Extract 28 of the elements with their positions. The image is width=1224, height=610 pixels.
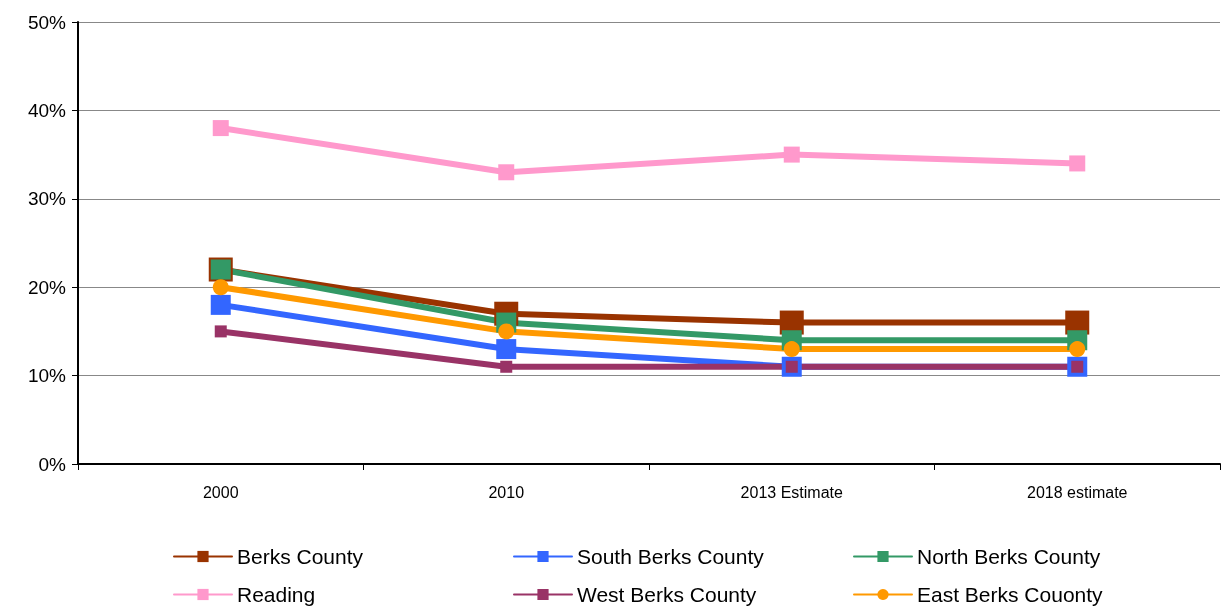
legend-label: East Berks Couonty xyxy=(917,583,1104,606)
point xyxy=(783,146,800,163)
x-tick-label: 2013 Estimate xyxy=(740,483,843,501)
y-tick-label: 40% xyxy=(27,99,67,121)
point xyxy=(498,323,515,340)
legend-label: North Berks County xyxy=(917,545,1101,568)
y-tick-label: 0% xyxy=(38,453,67,475)
x-tick-label: 2010 xyxy=(488,483,525,501)
y-tick-label: 30% xyxy=(27,188,67,210)
point xyxy=(496,339,517,360)
point xyxy=(500,360,513,373)
x-tick-label: 2000 xyxy=(202,483,239,501)
legend-label: Berks County xyxy=(237,545,364,568)
y-tick-label: 50% xyxy=(27,11,67,33)
point xyxy=(212,120,229,137)
point xyxy=(498,164,515,181)
y-tick-label: 10% xyxy=(27,365,67,387)
point xyxy=(1069,155,1086,172)
x-tick-label: 2018 estimate xyxy=(1026,483,1128,501)
point xyxy=(212,279,229,296)
y-tick-label: 20% xyxy=(27,276,67,298)
legend-label: Reading xyxy=(237,583,316,606)
legend-label: West Berks County xyxy=(577,583,757,606)
point xyxy=(783,341,800,358)
legend-label: South Berks County xyxy=(577,545,765,568)
point xyxy=(214,325,227,338)
point xyxy=(210,294,231,315)
point xyxy=(1069,341,1086,358)
